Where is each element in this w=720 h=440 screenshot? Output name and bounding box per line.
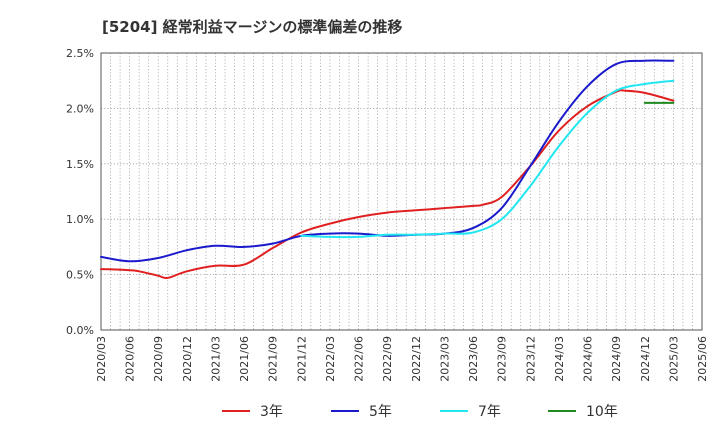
x-tick-label: 2024/09 <box>610 336 623 382</box>
chart-title: [5204] 経常利益マージンの標準偏差の推移 <box>102 18 403 36</box>
legend-label: 5年 <box>369 404 392 420</box>
x-tick-label: 2023/06 <box>467 336 480 382</box>
x-tick-label: 2024/03 <box>553 336 566 382</box>
y-tick-label: 2.0% <box>66 102 94 115</box>
x-tick-label: 2022/12 <box>410 336 423 382</box>
x-tick-label: 2021/12 <box>295 336 308 382</box>
series-line-2 <box>100 59 675 263</box>
x-tick-label: 2025/03 <box>667 336 680 382</box>
y-tick-label: 1.0% <box>66 213 94 226</box>
x-tick-label: 2022/03 <box>324 336 337 382</box>
x-tick-label: 2025/06 <box>696 336 709 382</box>
x-tick-label: 2020/06 <box>124 336 137 382</box>
legend-label: 7年 <box>478 404 501 420</box>
x-tick-label: 2020/03 <box>95 336 108 382</box>
x-tick-label: 2024/12 <box>639 336 652 382</box>
legend-label: 3年 <box>260 404 283 420</box>
y-tick-label: 0.5% <box>66 269 94 282</box>
y-tick-label: 1.5% <box>66 158 94 171</box>
x-tick-label: 2023/12 <box>524 336 537 382</box>
x-tick-label: 2021/06 <box>238 336 251 382</box>
y-tick-label: 0.0% <box>66 324 94 337</box>
x-tick-label: 2021/09 <box>267 336 280 382</box>
x-tick-label: 2020/09 <box>152 336 165 382</box>
y-tick-label: 2.5% <box>66 47 94 60</box>
x-tick-label: 2020/12 <box>181 336 194 382</box>
x-tick-label: 2023/03 <box>438 336 451 382</box>
x-tick-label: 2024/06 <box>582 336 595 382</box>
x-tick-label: 2022/06 <box>353 336 366 382</box>
x-tick-label: 2021/03 <box>209 336 222 382</box>
series-line-1 <box>100 89 675 280</box>
x-tick-label: 2023/09 <box>496 336 509 382</box>
plot-border <box>100 52 703 331</box>
legend-label: 10年 <box>586 404 618 420</box>
series-line-3 <box>300 79 675 239</box>
x-tick-label: 2022/09 <box>381 336 394 382</box>
